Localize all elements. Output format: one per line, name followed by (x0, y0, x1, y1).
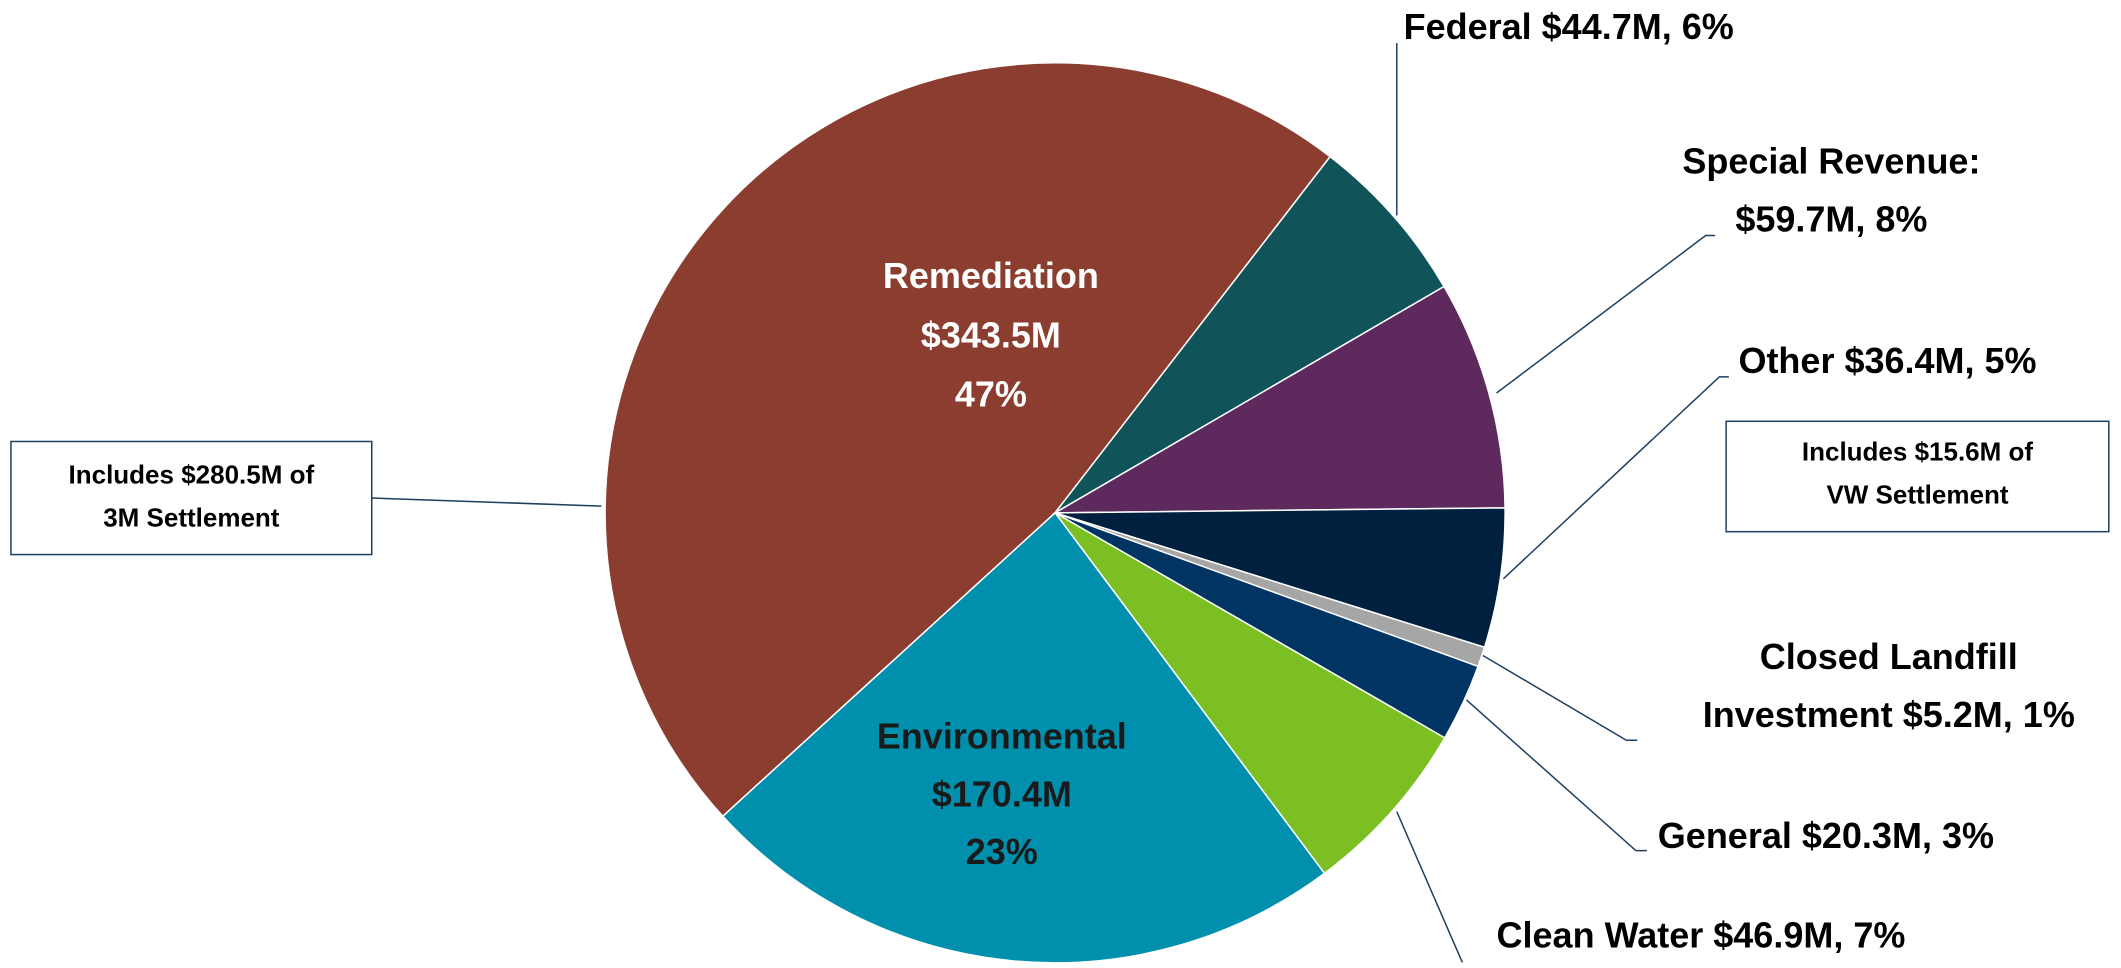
annotation-box (10, 440, 373, 556)
slice-label: Environmental (877, 715, 1127, 756)
leader-line (1496, 234, 1716, 394)
leader-line (1396, 811, 1464, 963)
pie-slice (721, 511, 1326, 964)
annotation: Includes $15.6M of (1802, 436, 2034, 466)
slice-label: Closed Landfill (1760, 636, 2018, 677)
annotation: Includes $280.5M of (69, 459, 315, 489)
annotation: VW Settlement (1826, 480, 2008, 510)
leader-line (1502, 376, 1729, 580)
slice-label: 47% (955, 374, 1027, 415)
annotation-box (1725, 420, 2110, 533)
slice-label: 23% (966, 831, 1038, 872)
annotation: 3M Settlement (103, 502, 280, 532)
slice-label: Other $36.4M, 5% (1738, 340, 2036, 381)
pie-slice (1054, 155, 1446, 514)
slice-label: $170.4M (932, 773, 1072, 814)
slice-label: Special Revenue: (1682, 141, 1980, 182)
leader-line (1465, 699, 1647, 852)
pie-slice (1054, 512, 1446, 875)
leader-line (371, 497, 602, 507)
pie-slice (1054, 507, 1506, 649)
pie-slice (604, 62, 1332, 818)
slice-label: Investment $5.2M, 1% (1703, 694, 2075, 735)
slice-label: Federal $44.7M, 6% (1404, 6, 1734, 47)
slice-label: General $20.3M, 3% (1658, 815, 1994, 856)
slice-label: Clean Water $46.9M, 7% (1497, 915, 1906, 956)
leader-line (1482, 654, 1638, 742)
pie-slice (1052, 285, 1506, 514)
slice-label: Remediation (883, 255, 1099, 296)
slice-label: $59.7M, 8% (1735, 199, 1927, 240)
slice-label: $343.5M (921, 314, 1061, 355)
